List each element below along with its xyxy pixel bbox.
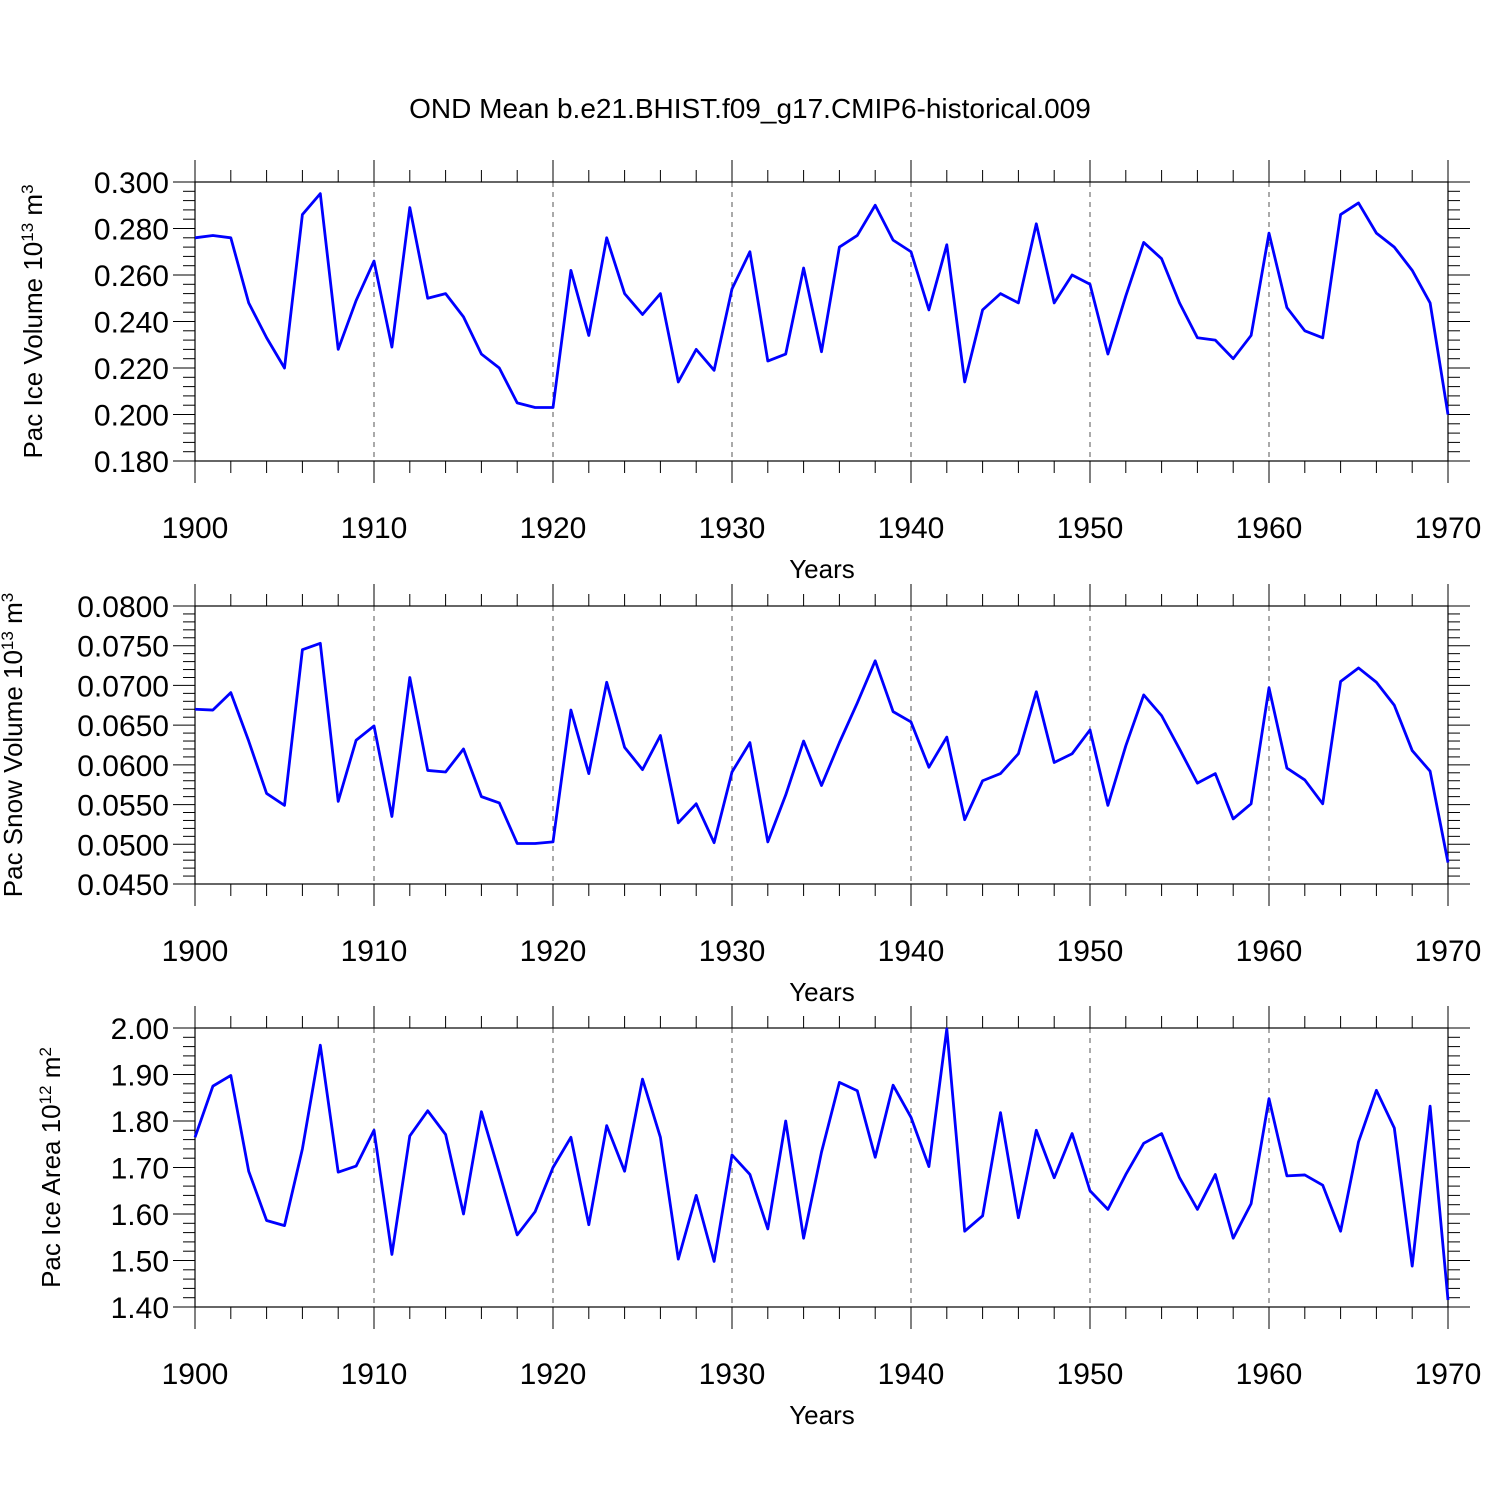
y-tick-label: 0.0500 [77,829,169,862]
x-tick-label: 1970 [1415,512,1482,545]
y-tick-label: 0.0600 [77,750,169,783]
x-axis-label: Years [789,554,855,584]
x-tick-label: 1900 [162,1358,229,1391]
x-tick-label: 1930 [699,512,766,545]
series-line [194,641,1450,863]
x-tick-label: 1920 [520,512,587,545]
y-tick-label: 0.280 [94,214,169,247]
y-tick-label: 0.0800 [77,591,169,624]
plot-frame [194,605,1449,885]
x-tick-label: 1920 [520,1358,587,1391]
y-axis-label: Pac Ice Volume 1013 m3 [18,184,49,458]
x-tick-label: 1950 [1057,1358,1124,1391]
y-axis-label: Pac Snow Volume 1013 m3 [0,593,28,897]
y-tick-label: 0.220 [94,353,169,386]
x-tick-label: 1900 [162,935,229,968]
y-tick-label: 0.200 [94,400,169,433]
x-tick-label: 1970 [1415,935,1482,968]
y-tick-label: 0.300 [94,167,169,200]
x-tick-label: 1920 [520,935,587,968]
y-tick-label: 1.70 [111,1153,169,1186]
y-tick-label: 1.50 [111,1246,169,1279]
y-tick-label: 0.240 [94,307,169,340]
x-tick-label: 1940 [878,512,945,545]
series-line [193,1027,1450,1301]
y-tick-label: 2.00 [111,1013,169,1046]
x-tick-label: 1910 [341,1358,408,1391]
x-axis-label: Years [789,977,855,1007]
y-tick-label: 0.0700 [77,670,169,703]
x-tick-label: 1940 [878,1358,945,1391]
x-tick-label: 1970 [1415,1358,1482,1391]
plot-frame [194,181,1449,462]
panel-2: 0.0450 0.0500 0.0550 0.0600 0.0650 0.0700 0.07… [0,584,1481,1007]
y-tick-label: 1.80 [111,1106,169,1139]
x-tick-label: 1910 [341,935,408,968]
y-tick-label: 0.0450 [77,869,169,902]
x-tick-label: 1950 [1057,512,1124,545]
panel-3: 1.40 1.50 1.60 1.70 1.80 1.90 2.00 1900 1910 1920… [36,1006,1482,1430]
x-axis-label: Years [789,1400,855,1430]
y-tick-label: 1.60 [111,1199,169,1232]
x-tick-label: 1960 [1236,1358,1303,1391]
y-tick-label: 0.180 [94,446,169,479]
x-tick-label: 1930 [699,935,766,968]
x-tick-label: 1940 [878,935,945,968]
x-tick-label: 1960 [1236,935,1303,968]
y-tick-label: 0.0650 [77,710,169,743]
chart-title: OND Mean b.e21.BHIST.f09_g17.CMIP6-histo… [409,93,1091,124]
panel-1: 0.180 0.200 0.220 0.240 0.260 0.280 0.300 1900 1… [18,160,1482,584]
x-tick-label: 1930 [699,1358,766,1391]
y-tick-label: 0.260 [94,260,169,293]
x-tick-label: 1960 [1236,512,1303,545]
y-axis-label: Pac Ice Area 1012 m2 [36,1047,67,1288]
y-tick-label: 0.0550 [77,790,169,823]
plot-frame [194,1027,1449,1308]
x-tick-label: 1950 [1057,935,1124,968]
y-tick-label: 1.40 [111,1292,169,1325]
x-tick-label: 1910 [341,512,408,545]
series-line [194,192,1450,415]
x-tick-label: 1900 [162,512,229,545]
y-tick-label: 0.0750 [77,631,169,664]
y-tick-label: 1.90 [111,1060,169,1093]
